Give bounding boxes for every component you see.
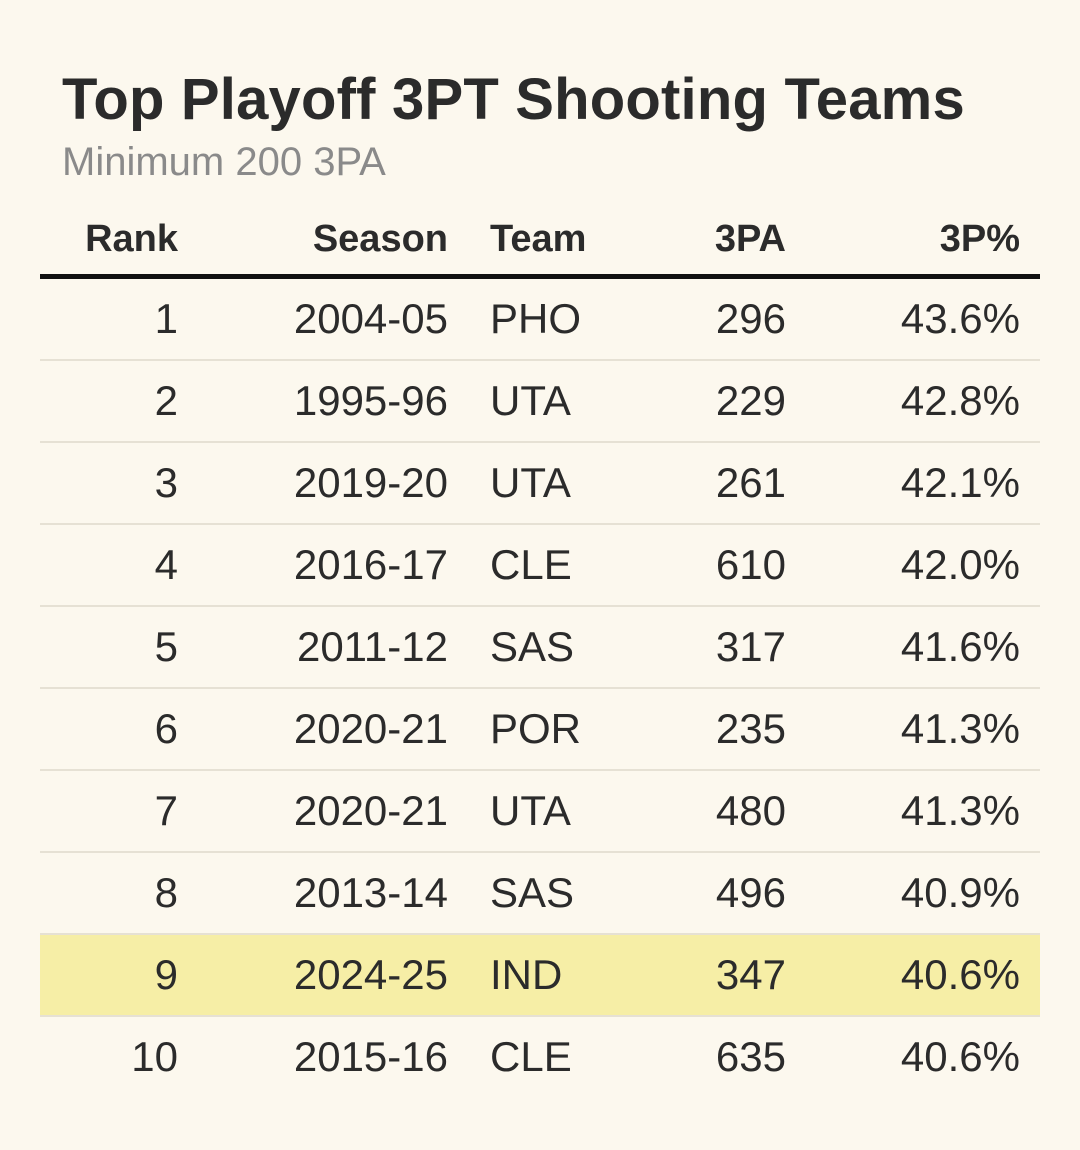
cell-3pa: 261 — [650, 442, 806, 525]
column-header-rank: Rank — [40, 204, 198, 279]
cell-rank: 2 — [40, 360, 198, 443]
table-row: 10 2015-16 CLE 635 40.6% — [40, 1016, 1040, 1097]
cell-3p-pct: 41.6% — [806, 606, 1040, 689]
cell-3p-pct: 42.8% — [806, 360, 1040, 443]
chart-subtitle: Minimum 200 3PA — [62, 140, 386, 184]
table-body: 1 2004-05 PHO 296 43.6% 2 1995-96 UTA 229 42.8% 3 2… — [40, 276, 1040, 1098]
cell-rank: 4 — [40, 524, 198, 607]
cell-team: CLE — [468, 524, 650, 607]
cell-season: 1995-96 — [198, 360, 468, 443]
cell-team: SAS — [468, 852, 650, 935]
cell-3pa: 296 — [650, 276, 806, 361]
table-row: 9 2024-25 IND 347 40.6% — [40, 934, 1040, 1017]
cell-3p-pct: 41.3% — [806, 770, 1040, 853]
cell-rank: 8 — [40, 852, 198, 935]
cell-3p-pct: 41.3% — [806, 688, 1040, 771]
cell-3p-pct: 42.0% — [806, 524, 1040, 607]
cell-season: 2015-16 — [293, 1033, 448, 1080]
cell-season: 2013-14 — [198, 852, 468, 935]
cell-rank: 9 — [40, 934, 198, 1017]
cell-team: SAS — [468, 606, 650, 689]
table-row: 3 2019-20 UTA 261 42.1% — [40, 442, 1040, 525]
cell-rank: 7 — [40, 770, 198, 853]
cell-season: 2004-05 — [198, 276, 468, 361]
cell-season: 2020-21 — [198, 770, 468, 853]
cell-3p-pct: 40.6% — [806, 934, 1040, 1017]
cell-3pa: 610 — [650, 524, 806, 607]
cell-rank: 1 — [40, 276, 198, 361]
header-row: Rank Season Team 3PA 3P% — [40, 204, 1040, 279]
column-header-3p-pct: 3P% — [806, 204, 1040, 279]
table-row: 7 2020-21 UTA 480 41.3% — [40, 770, 1040, 853]
table-row: 6 2020-21 POR 235 41.3% — [40, 688, 1040, 771]
cell-team: CLE — [490, 1033, 572, 1080]
cell-rank: 5 — [40, 606, 198, 689]
cell-3p-pct: 43.6% — [806, 276, 1040, 361]
column-header-team: Team — [468, 204, 650, 279]
cell-3p-pct: 40.9% — [806, 852, 1040, 935]
column-header-season: Season — [198, 204, 468, 279]
table-row: 5 2011-12 SAS 317 41.6% — [40, 606, 1040, 689]
table-row: 8 2013-14 SAS 496 40.9% — [40, 852, 1040, 935]
table-row: 4 2016-17 CLE 610 42.0% — [40, 524, 1040, 607]
chart-container: Top Playoff 3PT Shooting Teams Minimum 2… — [40, 66, 1040, 1097]
cell-3pa: 229 — [650, 360, 806, 443]
cell-3pa: 235 — [650, 688, 806, 771]
cell-3pa: 480 — [650, 770, 806, 853]
cell-season: 2016-17 — [198, 524, 468, 607]
cell-3p-pct: 40.6% — [900, 1033, 1020, 1080]
table-row: 2 1995-96 UTA 229 42.8% — [40, 360, 1040, 443]
column-header-3pa: 3PA — [650, 204, 806, 279]
cell-season: 2020-21 — [198, 688, 468, 771]
cell-team: POR — [468, 688, 650, 771]
cell-season: 2011-12 — [198, 606, 468, 689]
cell-3pa: 496 — [650, 852, 806, 935]
cell-rank: 3 — [40, 442, 198, 525]
chart-title: Top Playoff 3PT Shooting Teams — [62, 67, 965, 132]
cell-season: 2019-20 — [198, 442, 468, 525]
cell-team: UTA — [468, 360, 650, 443]
cell-3p-pct: 42.1% — [806, 442, 1040, 525]
cell-team: UTA — [468, 442, 650, 525]
cell-team: PHO — [468, 276, 650, 361]
cell-3pa: 317 — [650, 606, 806, 689]
cell-season: 2024-25 — [198, 934, 468, 1017]
cell-team: UTA — [468, 770, 650, 853]
cell-rank: 10 — [131, 1033, 178, 1080]
cell-3pa: 347 — [650, 934, 806, 1017]
table-row: 1 2004-05 PHO 296 43.6% — [40, 276, 1040, 361]
cell-team: IND — [468, 934, 650, 1017]
cell-3pa: 635 — [715, 1033, 786, 1080]
data-table: Rank Season Team 3PA 3P% 1 2004-05 PHO 296 4… — [40, 204, 1040, 1097]
cell-rank: 6 — [40, 688, 198, 771]
table-header: Rank Season Team 3PA 3P% — [40, 204, 1040, 279]
